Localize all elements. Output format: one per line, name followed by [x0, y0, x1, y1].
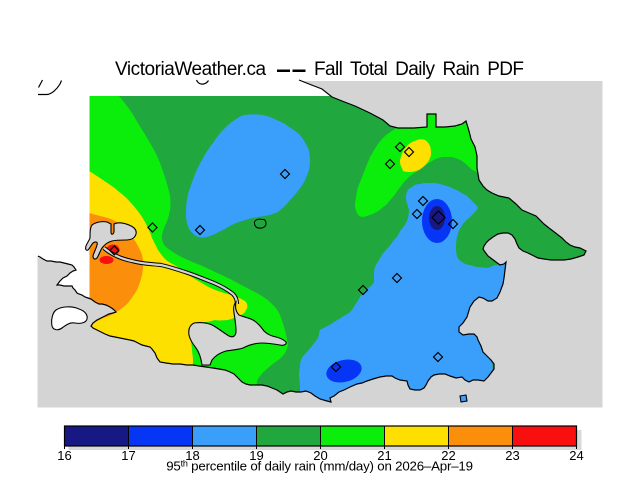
svg-text:95th percentile of daily rain: 95th percentile of daily rain (mm/day) o… [166, 459, 473, 474]
svg-text:16: 16 [57, 448, 71, 463]
svg-text:17: 17 [121, 448, 135, 463]
svg-text:24: 24 [569, 448, 583, 463]
svg-text:23: 23 [505, 448, 519, 463]
svg-text:20: 20 [313, 448, 327, 463]
svg-text:VictoriaWeather.ca: VictoriaWeather.ca [115, 59, 267, 80]
svg-text:19: 19 [249, 448, 263, 463]
svg-text:22: 22 [441, 448, 455, 463]
svg-text:21: 21 [377, 448, 391, 463]
svg-text:18: 18 [185, 448, 199, 463]
svg-text:Fall Total Daily Rain PDF: Fall Total Daily Rain PDF [314, 59, 523, 80]
